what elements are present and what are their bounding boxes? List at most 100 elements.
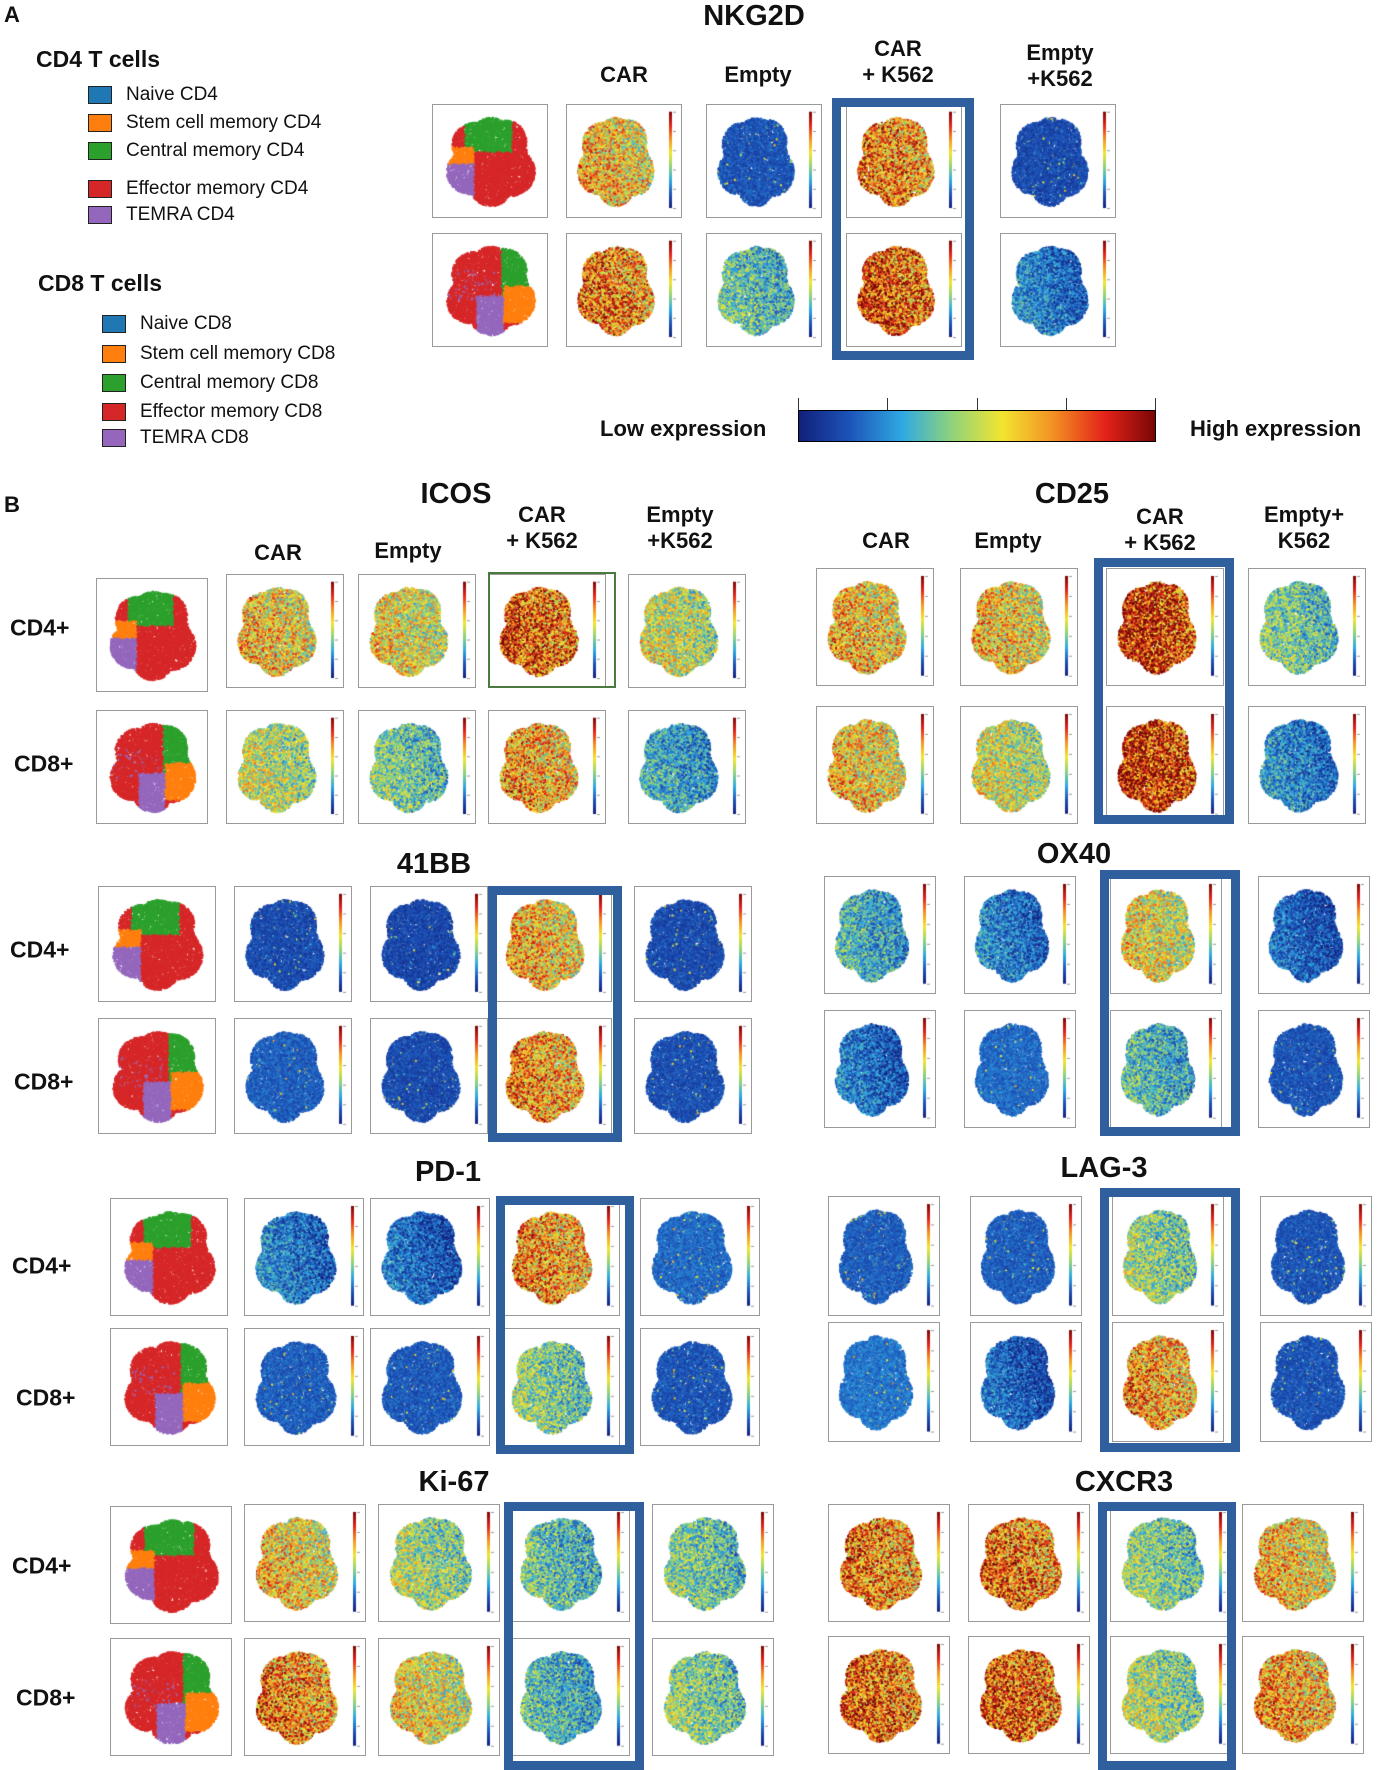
col-header: CAR + K562: [862, 36, 934, 87]
expression-tsne-canvas: [969, 1637, 1089, 1753]
expression-tsne-plot: [494, 886, 612, 1002]
legend-label: Central memory CD8: [140, 372, 319, 393]
col-header: Empty +K562: [646, 502, 714, 553]
expression-tsne-canvas: [379, 1639, 499, 1755]
legend-swatch: [88, 86, 112, 104]
population-tsne-canvas: [433, 234, 547, 346]
expression-tsne-canvas: [371, 1199, 489, 1315]
expression-tsne-plot: [500, 1198, 620, 1316]
expression-tsne-plot: [1106, 568, 1224, 686]
expression-tsne-plot: [1000, 104, 1116, 218]
expression-tsne-canvas: [359, 711, 475, 823]
population-tsne-canvas: [111, 1507, 231, 1623]
expression-tsne-canvas: [961, 707, 1077, 823]
expression-tsne-canvas: [707, 105, 821, 217]
expression-tsne-plot: [244, 1638, 366, 1756]
expression-tsne-canvas: [1111, 877, 1221, 993]
expression-tsne-canvas: [489, 575, 605, 687]
panel-a-letter: A: [4, 2, 20, 27]
expression-tsne-canvas: [971, 1323, 1081, 1441]
expression-tsne-canvas: [1261, 1197, 1371, 1315]
expression-tsne-canvas: [1249, 707, 1365, 823]
expression-tsne-plot: [628, 710, 746, 824]
legend-label: Naive CD4: [126, 84, 218, 105]
expression-tsne-canvas: [1259, 877, 1369, 993]
expression-tsne-plot: [1110, 1636, 1232, 1754]
expression-tsne-plot: [816, 706, 934, 824]
marker-title-41bb: 41BB: [396, 848, 472, 880]
expression-tsne-canvas: [359, 575, 475, 687]
expression-tsne-plot: [968, 1504, 1090, 1622]
legend-label: Stem cell memory CD8: [140, 343, 336, 364]
expression-tsne-canvas: [1243, 1505, 1363, 1621]
expression-tsne-plot: [628, 574, 746, 688]
expression-tsne-canvas: [509, 1639, 629, 1755]
highlight-box: [496, 1196, 634, 1454]
expression-tsne-canvas: [501, 1199, 619, 1315]
highlight-box: [1094, 558, 1234, 824]
col-header: Empty: [724, 62, 792, 87]
expression-tsne-plot: [244, 1328, 364, 1446]
expression-tsne-canvas: [235, 1019, 351, 1133]
expression-tsne-plot: [706, 104, 822, 218]
colorbar-tick: [977, 398, 978, 410]
expression-tsne-canvas: [653, 1639, 773, 1755]
expression-tsne-canvas: [829, 1197, 939, 1315]
marker-title-ox40: OX40: [1036, 838, 1112, 870]
expression-tsne-canvas: [971, 1197, 1081, 1315]
expression-tsne-canvas: [829, 1323, 939, 1441]
marker-title-nkg2d: NKG2D: [703, 0, 805, 32]
expression-tsne-canvas: [1113, 1323, 1223, 1441]
col-header: Empty: [974, 528, 1042, 553]
col-header: CAR: [254, 540, 302, 565]
expression-tsne-plot: [234, 886, 352, 1002]
expression-tsne-plot: [378, 1504, 500, 1622]
population-tsne-plot: [110, 1638, 232, 1756]
expression-tsne-plot: [828, 1196, 940, 1316]
expression-tsne-canvas: [227, 575, 343, 687]
expression-tsne-plot: [824, 876, 936, 994]
row-label-cd8: CD8+: [14, 750, 74, 777]
expression-tsne-canvas: [567, 105, 681, 217]
expression-tsne-plot: [1258, 876, 1370, 994]
col-header: Empty+ K562: [1263, 502, 1345, 553]
population-tsne-canvas: [433, 105, 547, 217]
expression-tsne-plot: [1112, 1196, 1224, 1316]
row-label-cd8: CD8+: [16, 1684, 76, 1711]
marker-title-ki67: Ki-67: [418, 1466, 490, 1498]
population-tsne-canvas: [111, 1329, 227, 1445]
colorbar-tick: [1155, 398, 1156, 410]
expression-tsne-canvas: [1243, 1637, 1363, 1753]
highlight-box: [488, 886, 622, 1142]
scale-low-label: Low expression: [600, 416, 767, 441]
expression-tsne-plot: [1242, 1504, 1364, 1622]
expression-tsne-plot: [824, 1010, 936, 1128]
expression-tsne-plot: [970, 1196, 1082, 1316]
expression-tsne-canvas: [495, 887, 611, 1001]
expression-tsne-plot: [964, 1010, 1076, 1128]
legend-label: TEMRA CD4: [126, 204, 235, 225]
expression-tsne-canvas: [245, 1639, 365, 1755]
row-label-cd4: CD4+: [12, 1552, 72, 1579]
expression-tsne-plot: [1110, 1010, 1222, 1128]
population-tsne-plot: [98, 886, 216, 1002]
expression-tsne-plot: [816, 568, 934, 686]
colorbar-tick: [1066, 398, 1067, 410]
highlight-box: [488, 572, 616, 688]
expression-tsne-plot: [378, 1638, 500, 1756]
expression-tsne-plot: [1112, 1322, 1224, 1442]
expression-tsne-canvas: [829, 1505, 949, 1621]
marker-title-cd25: CD25: [1034, 478, 1110, 510]
expression-tsne-canvas: [371, 887, 487, 1001]
expression-tsne-plot: [370, 1198, 490, 1316]
expression-tsne-plot: [652, 1638, 774, 1756]
legend-swatch: [88, 114, 112, 132]
expression-tsne-plot: [244, 1504, 366, 1622]
population-tsne-plot: [432, 104, 548, 218]
marker-title-cxcr3: CXCR3: [1074, 1466, 1174, 1498]
expression-colorbar: [798, 410, 1156, 442]
expression-tsne-plot: [828, 1322, 940, 1442]
expression-tsne-plot: [488, 574, 606, 688]
col-header: CAR: [862, 528, 910, 553]
expression-tsne-plot: [634, 1018, 752, 1134]
